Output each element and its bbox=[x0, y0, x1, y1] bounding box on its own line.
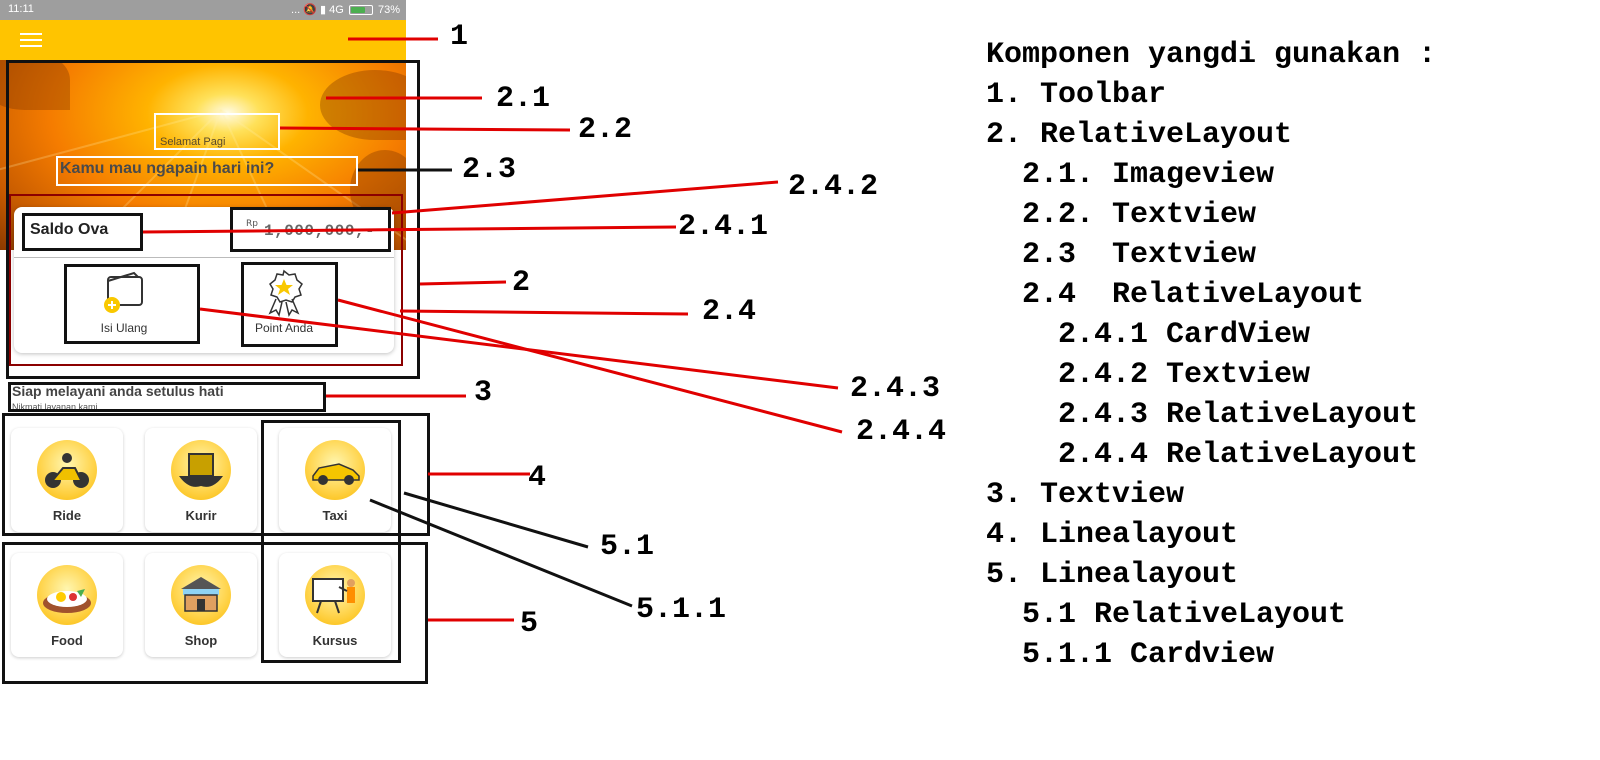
box-2-4-1-cardview bbox=[22, 213, 143, 251]
food-plate-icon bbox=[43, 589, 91, 613]
status-bar: 11:11 ... 🔕 ▮ 4G 73% bbox=[0, 0, 406, 20]
annotation-5: 5 bbox=[520, 607, 539, 641]
service-ride-card[interactable]: Ride bbox=[11, 428, 123, 532]
box-2-3-textview bbox=[56, 156, 358, 186]
topup-label: Isi Ulang bbox=[100, 321, 148, 335]
card-divider bbox=[14, 257, 394, 258]
status-time: 11:11 bbox=[8, 3, 34, 15]
annotation-3: 3 bbox=[474, 376, 493, 410]
legend-item: 1. Toolbar bbox=[986, 78, 1167, 112]
award-badge-icon bbox=[268, 269, 303, 317]
legend-item: 5. Linealayout bbox=[986, 558, 1239, 592]
box-2-4-3-relativelayout bbox=[64, 264, 200, 344]
annotation-2-4: 2.4 bbox=[702, 295, 757, 329]
service-taxi-label: Taxi bbox=[322, 508, 348, 523]
legend-item: 3. Textview bbox=[986, 478, 1185, 512]
annotation-2-4-3: 2.4.3 bbox=[850, 372, 941, 406]
shop-store-icon bbox=[181, 577, 221, 612]
more-icon: ... bbox=[291, 4, 301, 16]
legend-item: 2.1. Imageview bbox=[986, 158, 1275, 192]
package-hands-icon bbox=[179, 453, 223, 487]
currency-label: Rp bbox=[246, 219, 258, 229]
legend-item: 4. Linealayout bbox=[986, 518, 1239, 552]
toolbar bbox=[0, 20, 406, 60]
points-button[interactable]: Point Anda bbox=[224, 263, 344, 341]
hero-question: Kamu mau ngapain hari ini? bbox=[60, 160, 275, 177]
service-taxi-card[interactable]: Taxi bbox=[279, 428, 391, 532]
box-2-4-4-relativelayout bbox=[241, 262, 338, 347]
service-kurir-card[interactable]: Kurir bbox=[145, 428, 257, 532]
motorcycle-icon bbox=[45, 453, 89, 488]
phone-screen: 11:11 ... 🔕 ▮ 4G 73% Selamat Pagi Kamu m… bbox=[0, 0, 406, 690]
signal-icon: ▮ bbox=[320, 4, 327, 16]
annotation-2-2: 2.2 bbox=[578, 113, 633, 147]
service-kursus-card[interactable]: Kursus bbox=[279, 553, 391, 657]
legend-item: 2. RelativeLayout bbox=[986, 118, 1293, 152]
box-2-relativelayout bbox=[6, 60, 420, 379]
service-kurir-label: Kurir bbox=[185, 508, 217, 523]
annotation-2-4-1: 2.4.1 bbox=[678, 210, 769, 244]
box-3-textview bbox=[8, 382, 326, 412]
annotation-4: 4 bbox=[528, 461, 547, 495]
service-ride-label: Ride bbox=[52, 508, 82, 523]
hamburger-menu-icon[interactable] bbox=[20, 33, 42, 47]
service-shop-label: Shop bbox=[184, 633, 218, 648]
legend-item: 2.4.4 RelativeLayout bbox=[986, 438, 1419, 472]
teacher-board-icon bbox=[312, 578, 355, 614]
mute-icon: 🔕 bbox=[303, 4, 317, 16]
topup-button[interactable]: Isi Ulang bbox=[64, 263, 184, 341]
legend-item: 2.4.1 CardView bbox=[986, 318, 1311, 352]
annotation-2: 2 bbox=[512, 266, 531, 300]
service-food-card[interactable]: Food bbox=[11, 553, 123, 657]
legend-item: 2.2. Textview bbox=[986, 198, 1257, 232]
balance-label: Saldo Ova bbox=[30, 221, 109, 238]
service-food-label: Food bbox=[51, 633, 83, 648]
tagline-title: Siap melayani anda setulus hati bbox=[12, 383, 224, 399]
annotation-2-4-2: 2.4.2 bbox=[788, 170, 879, 204]
box-2-4-relativelayout bbox=[9, 194, 403, 366]
legend-item: 2.4.3 RelativeLayout bbox=[986, 398, 1419, 432]
greeting-text: Selamat Pagi bbox=[160, 136, 226, 148]
battery-icon bbox=[348, 5, 373, 16]
box-5-linearlayout bbox=[2, 542, 428, 684]
annotation-2-4-4: 2.4.4 bbox=[856, 415, 947, 449]
legend-title: Komponen yangdi gunakan : bbox=[986, 38, 1437, 72]
annotation-5-1-1: 5.1.1 bbox=[636, 593, 727, 627]
annotation-2-1: 2.1 bbox=[496, 82, 551, 116]
legend-item: 2.3 Textview bbox=[986, 238, 1257, 272]
annotation-1: 1 bbox=[450, 20, 469, 54]
balance-card: Saldo Ova Rp 1,000,000,- Isi Ulang Point… bbox=[14, 207, 394, 353]
legend-item: 2.4.2 Textview bbox=[986, 358, 1311, 392]
legend-item: 5.1.1 Cardview bbox=[986, 638, 1275, 672]
car-icon bbox=[312, 463, 360, 485]
service-kursus-label: Kursus bbox=[312, 633, 358, 648]
points-label: Point Anda bbox=[254, 321, 314, 335]
box-5-1-relativelayout bbox=[261, 420, 401, 663]
legend-item: 5.1 RelativeLayout bbox=[986, 598, 1347, 632]
battery-percent: 73% bbox=[377, 4, 400, 16]
service-shop-card[interactable]: Shop bbox=[145, 553, 257, 657]
wallet-add-icon bbox=[104, 271, 143, 313]
status-right: ... 🔕 ▮ 4G 73% bbox=[291, 3, 400, 16]
network-type: 4G bbox=[329, 4, 344, 16]
box-2-2-textview bbox=[154, 113, 280, 150]
tagline-subtitle: Nikmati layanan kami bbox=[12, 402, 98, 412]
annotation-5-1: 5.1 bbox=[600, 530, 655, 564]
annotation-2-3: 2.3 bbox=[462, 153, 517, 187]
legend-item: 2.4 RelativeLayout bbox=[986, 278, 1365, 312]
